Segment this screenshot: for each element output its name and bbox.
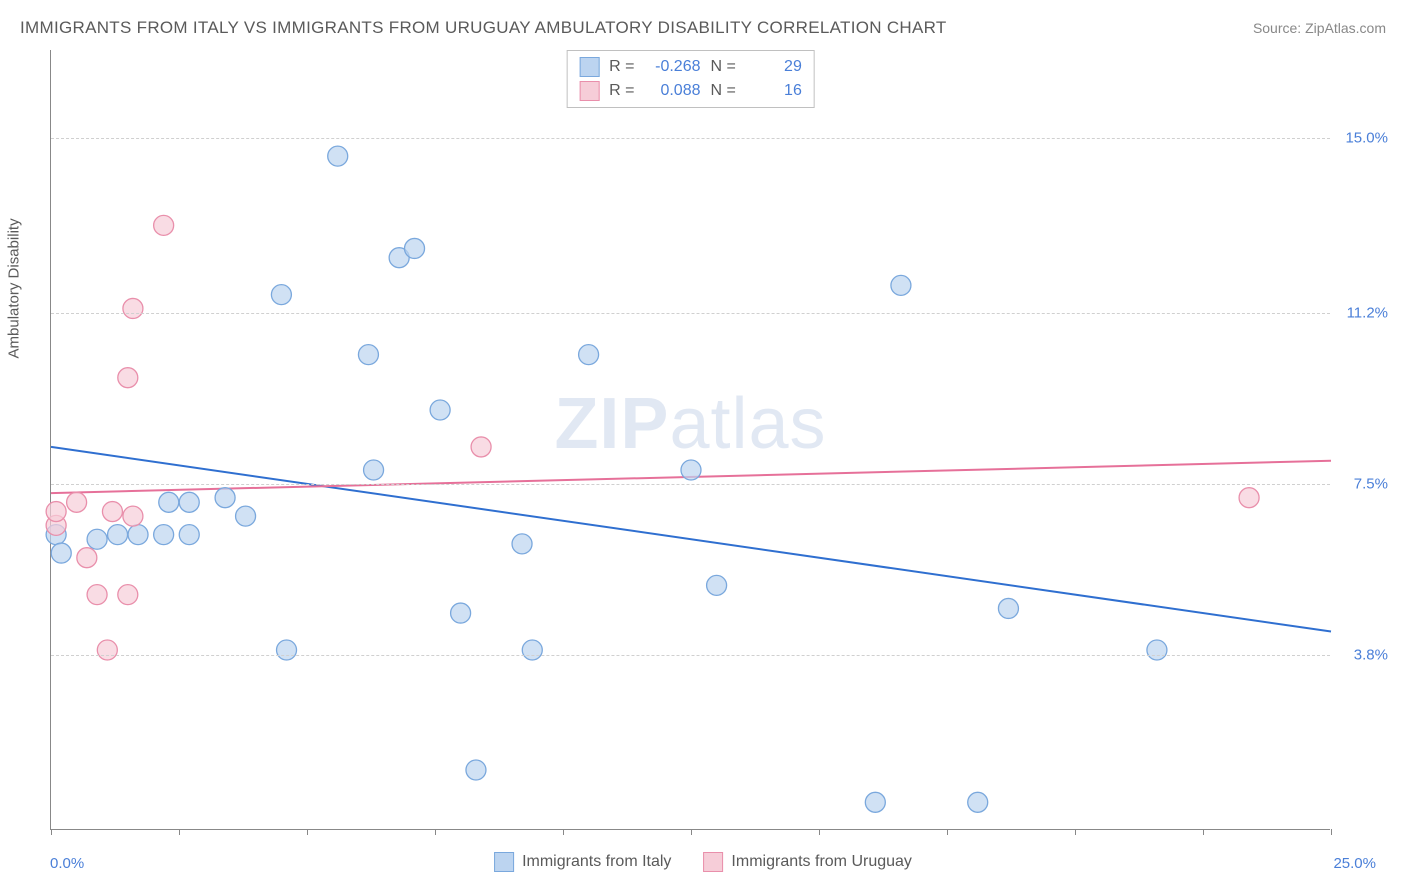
data-point <box>179 492 199 512</box>
x-tick <box>179 829 180 835</box>
x-tick <box>1203 829 1204 835</box>
legend-stats-row: R = -0.268 N = 29 <box>579 55 802 79</box>
data-point <box>998 598 1018 618</box>
legend-swatch-italy <box>579 57 599 77</box>
source-attribution: Source: ZipAtlas.com <box>1253 20 1386 36</box>
x-tick <box>563 829 564 835</box>
data-point <box>364 460 384 480</box>
x-tick <box>947 829 948 835</box>
data-point <box>67 492 87 512</box>
gridline <box>51 313 1330 314</box>
plot-svg <box>51 50 1330 829</box>
x-tick <box>1075 829 1076 835</box>
x-tick <box>307 829 308 835</box>
data-point <box>123 298 143 318</box>
legend-item-uruguay: Immigrants from Uruguay <box>703 852 912 872</box>
data-point <box>891 275 911 295</box>
legend-stats-row: R = 0.088 N = 16 <box>579 79 802 103</box>
data-point <box>77 548 97 568</box>
data-point <box>471 437 491 457</box>
x-tick <box>691 829 692 835</box>
legend-n-value-italy: 29 <box>746 55 802 79</box>
y-tick-label: 15.0% <box>1345 129 1388 146</box>
legend-swatch-italy <box>494 852 514 872</box>
x-tick <box>435 829 436 835</box>
legend-r-value-italy: -0.268 <box>645 55 701 79</box>
chart-title: IMMIGRANTS FROM ITALY VS IMMIGRANTS FROM… <box>20 18 947 38</box>
legend-label-italy: Immigrants from Italy <box>522 853 671 871</box>
y-tick-label: 11.2% <box>1347 305 1388 322</box>
data-point <box>512 534 532 554</box>
data-point <box>102 502 122 522</box>
data-point <box>707 575 727 595</box>
legend-r-label: R = <box>609 55 634 79</box>
data-point <box>1147 640 1167 660</box>
gridline <box>51 138 1330 139</box>
data-point <box>87 585 107 605</box>
legend-label-uruguay: Immigrants from Uruguay <box>731 853 912 871</box>
data-point <box>108 525 128 545</box>
data-point <box>128 525 148 545</box>
data-point <box>466 760 486 780</box>
data-point <box>277 640 297 660</box>
x-axis-max-label: 25.0% <box>1333 855 1376 872</box>
y-tick-label: 3.8% <box>1354 646 1388 663</box>
data-point <box>1239 488 1259 508</box>
data-point <box>97 640 117 660</box>
data-point <box>46 502 66 522</box>
data-point <box>51 543 71 563</box>
data-point <box>328 146 348 166</box>
legend-item-italy: Immigrants from Italy <box>494 852 671 872</box>
y-axis-label: Ambulatory Disability <box>6 218 23 358</box>
data-point <box>154 525 174 545</box>
legend-swatch-uruguay <box>703 852 723 872</box>
y-tick-label: 7.5% <box>1354 475 1388 492</box>
x-tick <box>819 829 820 835</box>
x-tick <box>1331 829 1332 835</box>
data-point <box>522 640 542 660</box>
plot-area: R = -0.268 N = 29 R = 0.088 N = 16 ZIPat… <box>50 50 1330 830</box>
data-point <box>405 238 425 258</box>
x-axis-min-label: 0.0% <box>50 855 84 872</box>
data-point <box>118 585 138 605</box>
data-point <box>358 345 378 365</box>
legend-series: Immigrants from Italy Immigrants from Ur… <box>494 852 912 872</box>
legend-stats: R = -0.268 N = 29 R = 0.088 N = 16 <box>566 50 815 108</box>
data-point <box>968 792 988 812</box>
data-point <box>579 345 599 365</box>
data-point <box>865 792 885 812</box>
legend-r-value-uruguay: 0.088 <box>645 79 701 103</box>
gridline <box>51 484 1330 485</box>
data-point <box>123 506 143 526</box>
data-point <box>451 603 471 623</box>
chart-container: IMMIGRANTS FROM ITALY VS IMMIGRANTS FROM… <box>0 0 1406 892</box>
data-point <box>681 460 701 480</box>
legend-n-value-uruguay: 16 <box>746 79 802 103</box>
legend-n-label: N = <box>711 79 736 103</box>
data-point <box>87 529 107 549</box>
data-point <box>215 488 235 508</box>
data-point <box>159 492 179 512</box>
gridline <box>51 655 1330 656</box>
source-prefix: Source: <box>1253 20 1305 36</box>
legend-n-label: N = <box>711 55 736 79</box>
data-point <box>430 400 450 420</box>
data-point <box>179 525 199 545</box>
legend-swatch-uruguay <box>579 81 599 101</box>
data-point <box>236 506 256 526</box>
source-link[interactable]: ZipAtlas.com <box>1305 20 1386 36</box>
data-point <box>154 215 174 235</box>
data-point <box>271 285 291 305</box>
data-point <box>118 368 138 388</box>
legend-r-label: R = <box>609 79 634 103</box>
x-tick <box>51 829 52 835</box>
